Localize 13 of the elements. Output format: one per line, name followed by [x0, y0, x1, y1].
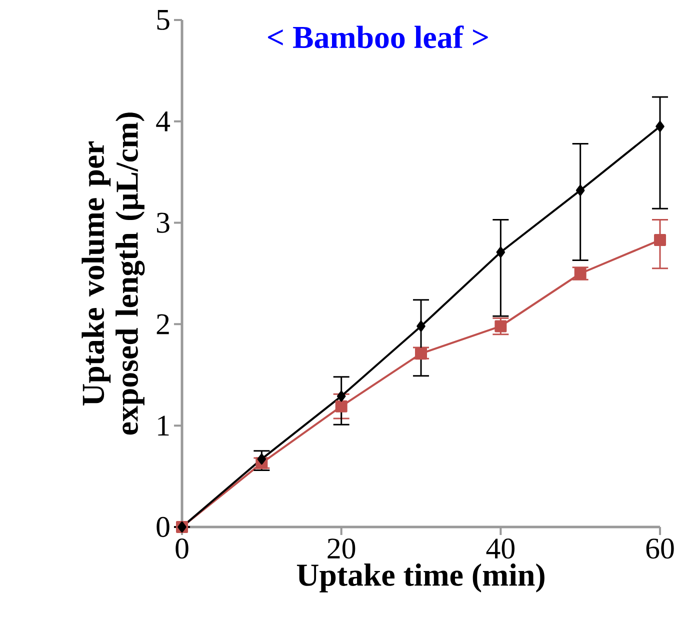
y-tick-label: 5	[157, 10, 170, 30]
y-axis-title: Uptake volume per exposed length (μL/cm)	[82, 112, 145, 435]
x-tick-label: 0	[176, 538, 188, 559]
x-tick-label: 60	[646, 538, 674, 559]
y-tick-label: 0	[156, 516, 170, 538]
x-tick-label: 40	[486, 538, 514, 559]
y-tick-label: 2	[156, 314, 169, 334]
y-tick-label: 3	[156, 212, 170, 233]
x-axis-title: Uptake time (min)	[296, 564, 544, 592]
x-tick-label: 20	[328, 538, 356, 559]
y-tick-label: 4	[156, 112, 170, 132]
y-tick-label: 1	[158, 416, 169, 436]
chart-title: < Bamboo leaf >	[268, 25, 488, 48]
